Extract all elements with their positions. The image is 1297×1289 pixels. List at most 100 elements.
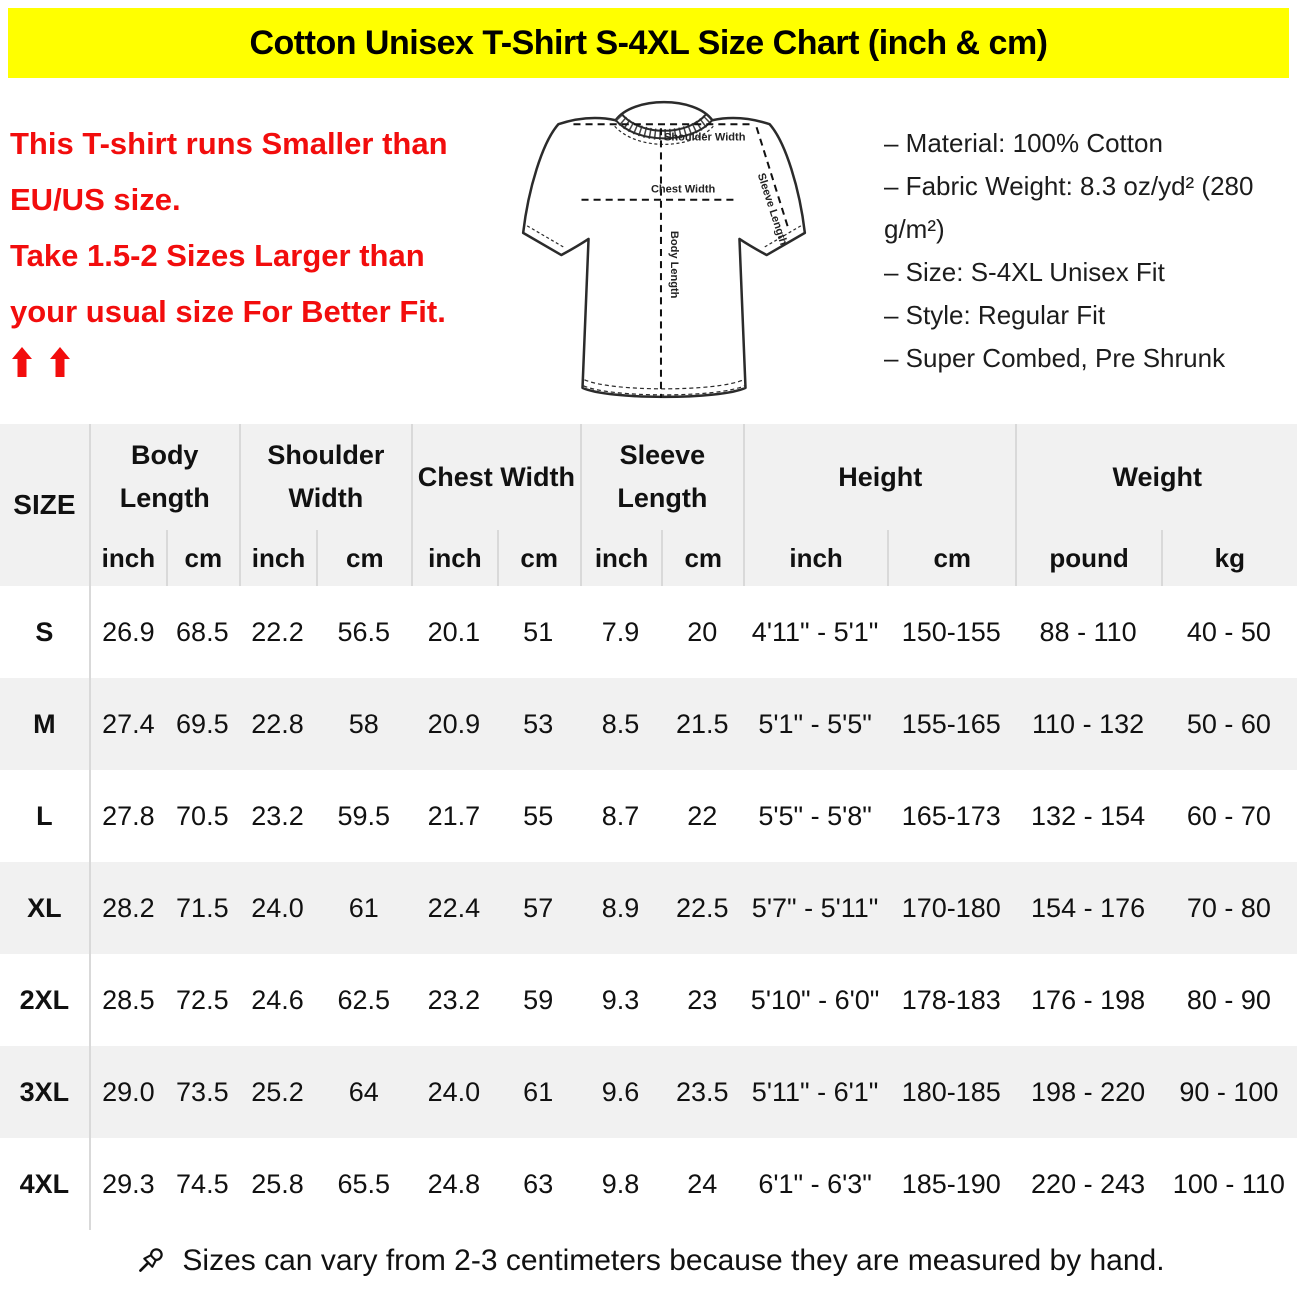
value-cell: 185-190	[901, 1168, 1001, 1199]
subheader-cm: cm	[316, 530, 412, 586]
table-row-3xl: 3XL 29.0 73.5 25.2 64 24.0 61 9.6 23.5 5…	[0, 1046, 1297, 1138]
value-cell: 23.2	[427, 984, 481, 1015]
value-cell: 165-173	[901, 800, 1001, 831]
value-cell: 21.5	[661, 678, 744, 770]
pushpin-icon	[139, 1248, 164, 1272]
up-arrow-icon	[50, 347, 70, 377]
tshirt-diagram: Shoulder Width Chest Width Body Length S…	[498, 84, 830, 416]
group-header-sleeve-length: Sleeve Length	[579, 424, 744, 530]
notice-line: your usual size For Better Fit.	[10, 294, 446, 329]
value-cell: 180-185	[887, 1046, 1016, 1138]
value-cell: 220 - 243	[1031, 1168, 1146, 1199]
value-cell: 20.9	[411, 678, 497, 770]
spec-list: – Material: 100% Cotton – Fabric Weight:…	[884, 122, 1296, 380]
group-header-row: SIZE Body Length Shoulder Width Chest Wi…	[0, 424, 1297, 586]
value-cell: 61	[496, 1046, 580, 1138]
footnote-text: Sizes can vary from 2-3 centimeters beca…	[182, 1244, 1165, 1277]
value-cell: 22.2	[251, 616, 304, 647]
value-cell: 28.2	[90, 862, 166, 954]
value-cell: 73.5	[166, 1046, 239, 1138]
value-cell: 154 - 176	[1015, 862, 1161, 954]
value-cell: 61	[316, 862, 412, 954]
hem-stitch	[583, 385, 745, 396]
value-cell: 24.0	[238, 862, 317, 954]
table-row-s: S 26.9 68.5 22.2 56.5 20.1 51 7.9 20 4'1…	[0, 586, 1297, 678]
value-cell: 9.8	[601, 1168, 640, 1199]
group-header-chest-width: Chest Width	[411, 424, 580, 530]
size-chart-table: SIZE Body Length Shoulder Width Chest Wi…	[0, 424, 1297, 1230]
value-cell: 20.1	[427, 616, 481, 647]
value-cell: 22.4	[411, 862, 497, 954]
value-cell: 53	[496, 678, 580, 770]
value-cell: 5'5" - 5'8"	[758, 800, 872, 831]
value-cell: 68.5	[176, 616, 229, 647]
value-cell: 155-165	[887, 678, 1016, 770]
table-row-m: M 27.4 69.5 22.8 58 20.9 53 8.5 21.5 5'1…	[0, 678, 1297, 770]
value-cell: 24.6	[251, 984, 304, 1015]
value-cell: 51	[523, 616, 554, 647]
unit-header-row: inch cm inch cm inch cm inch cm inch cm …	[0, 530, 1297, 586]
table-row-l: L 27.8 70.5 23.2 59.5 21.7 55 8.7 22 5'5…	[0, 770, 1297, 862]
value-cell: 8.9	[579, 862, 662, 954]
notice-line: EU/US size.	[10, 182, 181, 217]
value-cell: 21.7	[427, 800, 481, 831]
subheader-inch: inch	[743, 530, 888, 586]
value-cell: 56.5	[337, 616, 391, 647]
value-cell: 60 - 70	[1186, 800, 1271, 831]
collar-inner	[620, 113, 708, 132]
value-cell: 90 - 100	[1160, 1046, 1297, 1138]
subheader-cm: cm	[887, 530, 1016, 586]
value-cell: 198 - 220	[1015, 1046, 1161, 1138]
subheader-cm: cm	[166, 530, 239, 586]
value-cell: 5'10" - 6'0"	[750, 984, 880, 1015]
value-cell: 23.2	[251, 800, 304, 831]
value-cell: 176 - 198	[1031, 984, 1146, 1015]
value-cell: 5'1" - 5'5"	[743, 678, 888, 770]
value-cell: 72.5	[176, 984, 229, 1015]
spec-item: – Super Combed, Pre Shrunk	[884, 343, 1226, 373]
value-cell: 7.9	[601, 616, 640, 647]
size-cell: S	[0, 586, 91, 678]
value-cell: 8.5	[579, 678, 662, 770]
subheader-kg: kg	[1160, 530, 1297, 586]
value-cell: 29.0	[90, 1046, 166, 1138]
value-cell: 170-180	[887, 862, 1016, 954]
group-header-height: Height	[743, 424, 1016, 530]
value-cell: 22.8	[238, 678, 317, 770]
subheader-inch: inch	[579, 530, 662, 586]
value-cell: 59	[523, 984, 554, 1015]
sleeve-length-line	[755, 126, 790, 231]
value-cell: 88 - 110	[1039, 616, 1137, 647]
value-cell: 57	[496, 862, 580, 954]
value-cell: 59.5	[337, 800, 391, 831]
up-arrows	[10, 346, 515, 378]
value-cell: 23	[687, 984, 718, 1015]
value-cell: 50 - 60	[1160, 678, 1297, 770]
group-header-shoulder-width: Shoulder Width	[238, 424, 412, 530]
value-cell: 62.5	[337, 984, 391, 1015]
value-cell: 74.5	[176, 1168, 229, 1199]
left-cuff-stitch	[526, 225, 564, 248]
subheader-cm: cm	[496, 530, 580, 586]
up-arrow-icon	[12, 347, 32, 377]
subheader-inch: inch	[411, 530, 497, 586]
subheader-pound: pound	[1015, 530, 1161, 586]
shoulder-width-label: Shoulder Width	[664, 131, 746, 143]
table-row-xl: XL 28.2 71.5 24.0 61 22.4 57 8.9 22.5 5'…	[0, 862, 1297, 954]
value-cell: 24.8	[427, 1168, 481, 1199]
value-cell: 28.5	[102, 984, 155, 1015]
sizing-notice: This T-shirt runs Smaller than EU/US siz…	[10, 116, 515, 378]
value-cell: 4'11" - 5'1"	[751, 616, 879, 647]
table-row-4xl: 4XL 29.3 74.5 25.8 65.5 24.8 63 9.8 24 6…	[0, 1138, 1297, 1230]
right-cuff-stitch	[764, 225, 802, 248]
hem-stitch	[584, 379, 744, 390]
value-cell: 5'7" - 5'11"	[743, 862, 888, 954]
value-cell: 6'1" - 6'3"	[758, 1168, 872, 1199]
group-header-weight: Weight	[1015, 424, 1297, 530]
value-cell: 65.5	[337, 1168, 391, 1199]
spec-item: – Material: 100% Cotton	[884, 128, 1163, 158]
value-cell: 70.5	[176, 800, 229, 831]
footnote: Sizes can vary from 2-3 centimeters beca…	[0, 1233, 1297, 1289]
value-cell: 22	[687, 800, 718, 831]
